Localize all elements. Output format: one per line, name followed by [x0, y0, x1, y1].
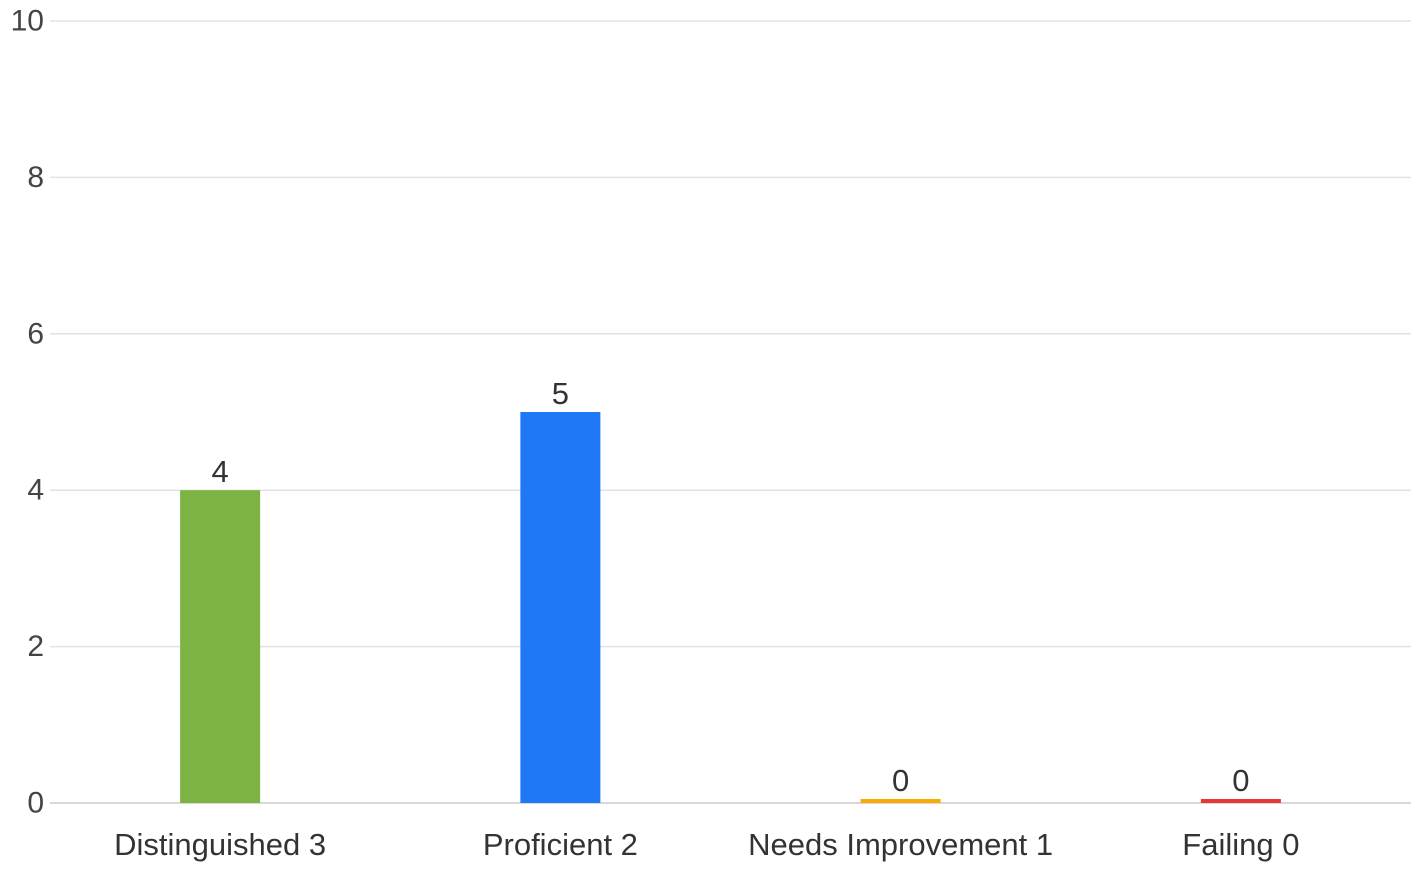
y-tick-label: 8 [27, 161, 44, 194]
bar [520, 412, 601, 803]
data-label: 0 [892, 763, 909, 798]
x-tick-label: Distinguished 3 [114, 827, 326, 862]
bar [1200, 799, 1281, 803]
y-tick-label: 2 [27, 630, 44, 663]
y-axis-tick-labels: 0 2 4 6 8 10 [11, 5, 44, 820]
data-label: 0 [1232, 763, 1249, 798]
bars [180, 412, 1281, 803]
y-tick-label: 0 [27, 787, 44, 820]
data-label: 4 [212, 454, 229, 489]
x-tick-label: Proficient 2 [483, 827, 638, 862]
x-tick-label: Failing 0 [1182, 827, 1299, 862]
data-labels: 4 5 0 0 [212, 376, 1250, 798]
bar [860, 799, 941, 803]
y-tick-label: 4 [27, 474, 44, 507]
y-tick-label: 10 [11, 5, 44, 38]
bar [180, 490, 261, 803]
category-labels: Distinguished 3 Proficient 2 Needs Improve… [114, 827, 1299, 862]
grid-lines [50, 20, 1411, 804]
data-label: 5 [552, 376, 569, 411]
x-tick-label: Needs Improvement 1 [748, 827, 1053, 862]
y-tick-label: 6 [27, 317, 44, 350]
